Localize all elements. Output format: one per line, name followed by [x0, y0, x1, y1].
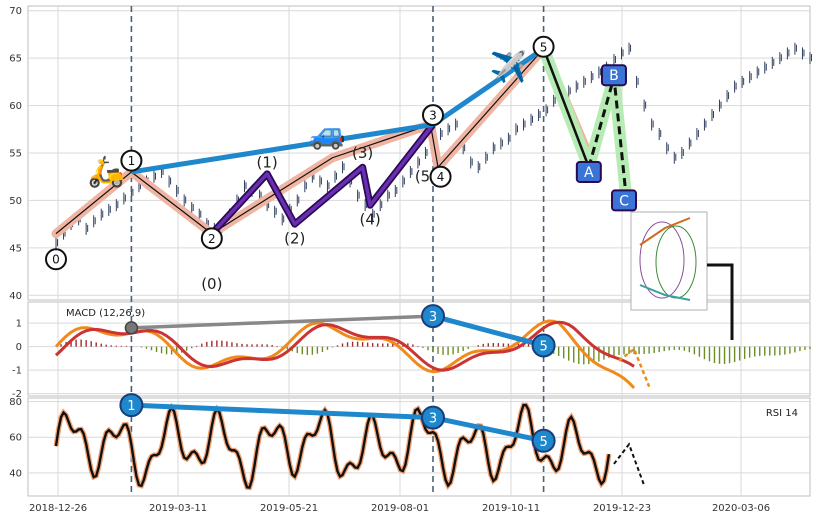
macd-signal-line	[54, 320, 635, 372]
x-tick-label: 2019-10-11	[482, 503, 540, 514]
rsi-wave-marker	[421, 405, 445, 430]
macd-trend-line	[432, 313, 545, 348]
wave-label: (0)	[201, 275, 222, 293]
inset-thumbnail-ring	[639, 221, 685, 299]
correction-label-box	[575, 160, 602, 183]
correction-label: A	[584, 165, 594, 181]
rsi-wave-marker	[119, 393, 144, 418]
car-icon: 🚙	[309, 117, 346, 152]
wave-label-circle	[429, 165, 452, 188]
correction-label: B	[609, 68, 619, 84]
macd-tick-label: -1	[12, 366, 22, 377]
rsi-tick-label: 80	[9, 397, 22, 408]
wave-label-circle	[45, 248, 67, 271]
correction-line	[542, 48, 590, 168]
macd-wave-marker	[421, 304, 445, 329]
wave-label: 3	[429, 109, 437, 123]
price-tick-label: 70	[9, 6, 22, 17]
macd-line	[54, 319, 636, 389]
scooter-icon: 🛵	[88, 154, 125, 189]
wave-label: (4)	[360, 210, 381, 228]
price-tick-label: 50	[9, 196, 22, 207]
wave-label: 0	[52, 253, 60, 267]
rsi-wave-label: 1	[127, 399, 135, 414]
rsi-title: RSI 14	[766, 408, 798, 419]
wave-label: 4	[437, 170, 445, 184]
correction-label-box	[600, 64, 627, 87]
macd-wave-label: 5	[539, 339, 547, 354]
rsi-tick-label: 60	[9, 433, 22, 444]
wave-label: (3)	[352, 144, 373, 162]
correction-label-box	[611, 189, 638, 212]
inset-connector	[707, 263, 734, 340]
price-trend-line	[431, 46, 546, 127]
wave-label: 2	[208, 232, 216, 246]
rsi-tick-label: 40	[9, 468, 22, 479]
x-tick-label: 2018-12-26	[29, 503, 87, 514]
macd-tick-label: -2	[12, 389, 22, 400]
price-tick-label: 40	[9, 291, 22, 302]
x-tick-label: 2019-08-01	[371, 503, 429, 514]
wave-label-circle	[120, 149, 143, 172]
macd-tick-label: 1	[16, 319, 22, 330]
elliott-wave-line	[55, 47, 595, 235]
sub-wave-line	[210, 123, 435, 235]
price-tick-label: 45	[9, 243, 22, 254]
rsi-wave-label: 3	[429, 412, 437, 427]
rsi-forecast-line	[613, 442, 646, 486]
x-tick-label: 2019-12-23	[593, 503, 651, 514]
price-tick-label: 65	[9, 54, 22, 65]
inset-thumbnail-line	[639, 284, 691, 301]
macd-wave-marker	[531, 333, 556, 358]
x-tick-label: 2019-05-21	[260, 503, 318, 514]
price-tick-label: 55	[9, 149, 22, 160]
wave-label: 5	[540, 40, 548, 54]
wave-label-circle	[422, 104, 444, 127]
inset-thumbnail-line	[639, 217, 691, 246]
wave-label: (1)	[256, 153, 277, 171]
wave-label: (2)	[284, 229, 305, 247]
macd-divergence-line	[131, 314, 434, 330]
macd-title: MACD (12,26,9)	[66, 308, 145, 319]
macd-divergence-point	[124, 321, 139, 335]
macd-tick-label: 0	[16, 342, 22, 353]
airplane-icon: ✈️	[490, 48, 527, 85]
rsi-wave-label: 5	[539, 435, 547, 450]
macd-wave-label: 3	[429, 310, 437, 325]
price-trend-line	[131, 122, 434, 175]
x-tick-label: 2019-03-11	[149, 503, 207, 514]
wave-label: 1	[128, 154, 136, 168]
wave-label-circle	[200, 227, 223, 250]
rsi-wave-marker	[531, 428, 556, 453]
x-tick-label: 2020-03-06	[712, 503, 770, 514]
correction-label: C	[619, 193, 629, 209]
wave-label-circle	[532, 35, 555, 58]
price-tick-label: 60	[9, 101, 22, 112]
